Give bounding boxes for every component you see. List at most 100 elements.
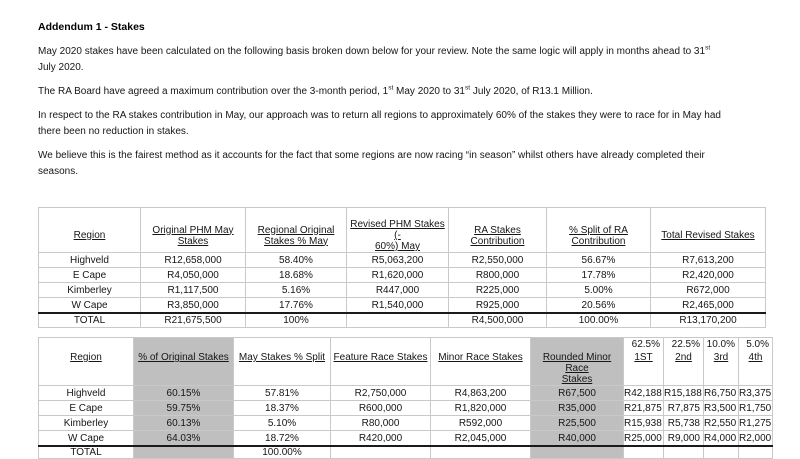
header-pct-of-original-stakes: % of Original Stakes — [133, 350, 234, 386]
table1-header-row: Region Original PHM May Stakes Regional … — [38, 219, 766, 253]
cell: 18.37% — [233, 400, 331, 416]
blank-cell — [330, 337, 431, 350]
cell: R42,188 — [623, 385, 664, 401]
superscript-st: st — [464, 84, 471, 92]
cell: R1,275 — [738, 415, 773, 431]
pct-1st: 62.5% — [623, 337, 664, 350]
cell: R9,000 — [663, 430, 704, 447]
pct-3rd: 10.0% — [703, 337, 739, 350]
cell: R3,850,000 — [140, 297, 246, 314]
cell: 5.16% — [245, 282, 347, 298]
cell: 17.76% — [245, 297, 347, 314]
cell: E Cape — [38, 400, 134, 416]
cell — [330, 445, 431, 459]
cell: R2,000 — [738, 430, 773, 447]
cell: R2,750,000 — [330, 385, 431, 401]
blank-cell — [650, 207, 766, 219]
text: The RA Board have agreed a maximum contr… — [38, 86, 389, 97]
cell-shaded: R25,500 — [530, 415, 624, 431]
cell: R3,375 — [738, 385, 773, 401]
paragraph-4: We believe this is the fairest method as… — [38, 148, 778, 180]
paragraph-2-line-1: The RA Board have agreed a maximum contr… — [38, 84, 778, 100]
cell-shaded: 59.75% — [133, 400, 234, 416]
table1-row-highveld: Highveld R12,658,000 58.40% R5,063,200 R… — [38, 252, 766, 268]
superscript-st: st — [705, 44, 711, 52]
cell: 58.40% — [245, 252, 347, 268]
cell: R21,875 — [623, 400, 664, 416]
cell — [703, 445, 739, 459]
cell — [430, 445, 531, 459]
cell: R4,863,200 — [430, 385, 531, 401]
blank-cell-shaded — [133, 337, 234, 350]
superscript-st: st — [388, 84, 394, 92]
cell: R4,050,000 — [140, 267, 246, 283]
table1-row-kimberley: Kimberley R1,117,500 5.16% R447,000 R225… — [38, 282, 766, 298]
header-pct-split-of-ra: % Split of RA Contribution — [546, 219, 651, 253]
header-region: Region — [38, 350, 134, 386]
cell: 18.68% — [245, 267, 347, 283]
cell: R4,500,000 — [448, 312, 547, 328]
cell: R80,000 — [330, 415, 431, 431]
total-label: TOTAL — [38, 312, 141, 328]
header-region: Region — [38, 219, 141, 253]
cell: R672,000 — [650, 282, 766, 298]
cell: Highveld — [38, 252, 141, 268]
paragraph-1-line-1: May 2020 stakes have been calculated on … — [38, 44, 778, 60]
header-original-phm-may-stakes: Original PHM May Stakes — [140, 219, 246, 253]
blank-cell — [430, 337, 531, 350]
header-rounded-minor-race-stakes: Rounded Minor Race Stakes — [530, 350, 624, 386]
text: May 2020 stakes have been calculated on … — [38, 46, 706, 57]
cell: R6,750 — [703, 385, 739, 401]
cell: R25,000 — [623, 430, 664, 447]
cell — [346, 312, 449, 328]
table2-header-row: Region % of Original Stakes May Stakes %… — [38, 350, 773, 386]
cell: Kimberley — [38, 282, 141, 298]
header-4th: 4th — [738, 350, 773, 386]
cell: Kimberley — [38, 415, 134, 431]
cell: R5,738 — [663, 415, 704, 431]
text: July 2020, of R13.1 Million. — [470, 86, 593, 97]
paragraph-3-line-1: In respect to the RA stakes contribution… — [38, 110, 721, 121]
table2-row-highveld: Highveld 60.15% 57.81% R2,750,000 R4,863… — [38, 385, 773, 401]
cell: R7,613,200 — [650, 252, 766, 268]
cell: R15,938 — [623, 415, 664, 431]
header-ra-stakes-contribution: RA Stakes Contribution — [448, 219, 547, 253]
paragraph-1-line-2: July 2020. — [38, 62, 84, 73]
header-minor-race-stakes: Minor Race Stakes — [430, 350, 531, 386]
pct-2nd: 22.5% — [663, 337, 704, 350]
cell-shaded: R40,000 — [530, 430, 624, 447]
cell: R15,188 — [663, 385, 704, 401]
cell — [663, 445, 704, 459]
cell: R7,875 — [663, 400, 704, 416]
cell: R1,540,000 — [346, 297, 449, 314]
cell: R13,170,200 — [650, 312, 766, 328]
cell-shaded: R67,500 — [530, 385, 624, 401]
cell: E Cape — [38, 267, 141, 283]
cell: 20.56% — [546, 297, 651, 314]
cell: 5.10% — [233, 415, 331, 431]
cell: R1,820,000 — [430, 400, 531, 416]
cell-shaded: 60.15% — [133, 385, 234, 401]
cell-shaded — [530, 445, 624, 459]
header-may-stakes-split: May Stakes % Split — [233, 350, 331, 386]
table2-row-e-cape: E Cape 59.75% 18.37% R600,000 R1,820,000… — [38, 400, 773, 416]
blank-cell — [38, 207, 141, 219]
cell: R2,465,000 — [650, 297, 766, 314]
cell: Highveld — [38, 385, 134, 401]
cell: R2,420,000 — [650, 267, 766, 283]
cell: R592,000 — [430, 415, 531, 431]
header-regional-original-stakes-pct: Regional Original Stakes % May — [245, 219, 347, 253]
blank-cell — [245, 207, 347, 219]
header-revised-phm-stakes: Revised PHM Stakes (- 60%) May — [346, 219, 449, 253]
cell-shaded: 60.13% — [133, 415, 234, 431]
pct-4th: 5.0% — [738, 337, 773, 350]
cell: R2,045,000 — [430, 430, 531, 447]
table2-row-w-cape: W Cape 64.03% 18.72% R420,000 R2,045,000… — [38, 430, 773, 447]
header-feature-race-stakes: Feature Race Stakes — [330, 350, 431, 386]
cell: W Cape — [38, 297, 141, 314]
table2-total-row: TOTAL 100.00% — [38, 445, 773, 459]
header-1st: 1ST — [623, 350, 664, 386]
table2-percentage-row: 62.5% 22.5% 10.0% 5.0% — [38, 337, 773, 350]
page-title: Addendum 1 - Stakes — [38, 21, 145, 33]
cell: R447,000 — [346, 282, 449, 298]
